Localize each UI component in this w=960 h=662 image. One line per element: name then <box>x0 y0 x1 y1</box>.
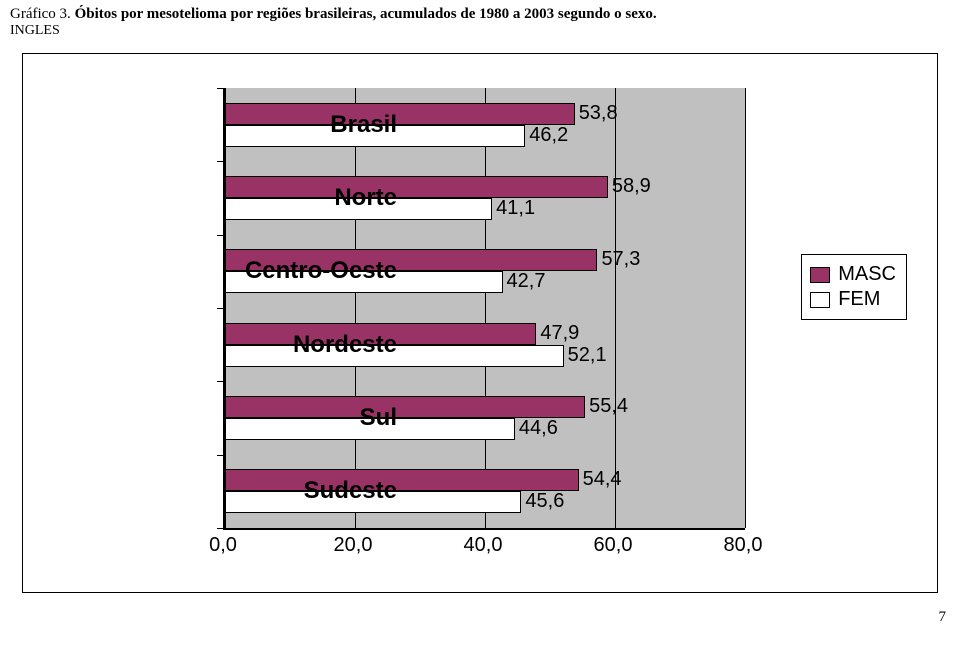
gridline <box>485 88 486 528</box>
figure-subcaption: INGLES <box>0 23 960 45</box>
gridline <box>355 88 356 528</box>
y-tick <box>217 88 225 89</box>
caption-lead: Gráfico 3. <box>10 6 71 22</box>
legend-item: FEM <box>810 288 896 311</box>
value-label-fem: 52,1 <box>568 344 607 367</box>
caption-text: Óbitos por mesotelioma por regiões brasi… <box>75 6 657 22</box>
plot-area: 53,8 46,2 58,9 41,1 57,3 42,7 47,952,1 55,4 44,6… <box>223 88 745 530</box>
gridline <box>745 88 746 528</box>
y-tick <box>217 381 225 382</box>
y-tick <box>217 308 225 309</box>
x-tick-label: 60,0 <box>594 534 633 557</box>
legend-swatch <box>810 292 830 308</box>
value-label-fem: 44,6 <box>519 417 558 440</box>
y-tick <box>217 528 225 529</box>
value-label-masc: 53,8 <box>579 102 618 125</box>
category-label: Centro-Oeste <box>217 257 397 285</box>
legend-item: MASC <box>810 263 896 286</box>
value-label-fem: 41,1 <box>496 197 535 220</box>
y-tick <box>217 161 225 162</box>
gridline <box>225 88 226 528</box>
category-label: Sul <box>217 404 397 432</box>
category-label: Nordeste <box>217 331 397 359</box>
figure-caption: Gráfico 3. Óbitos por mesotelioma por re… <box>0 0 960 23</box>
legend-swatch <box>810 267 830 283</box>
value-label-masc: 57,3 <box>601 248 640 271</box>
gridline <box>615 88 616 528</box>
y-tick <box>217 455 225 456</box>
value-label-masc: 55,4 <box>589 395 628 418</box>
y-tick <box>217 235 225 236</box>
x-tick-label: 40,0 <box>464 534 503 557</box>
page-number: 7 <box>0 605 960 634</box>
legend-label: MASC <box>838 263 896 286</box>
category-label: Sudeste <box>217 477 397 505</box>
value-label-masc: 54,4 <box>583 468 622 491</box>
value-label-fem: 42,7 <box>507 270 546 293</box>
x-tick-label: 80,0 <box>724 534 763 557</box>
category-label: Norte <box>217 184 397 212</box>
value-label-fem: 46,2 <box>529 124 568 147</box>
x-tick-label: 0,0 <box>209 534 237 557</box>
legend: MASCFEM <box>801 254 907 320</box>
value-label-fem: 45,6 <box>525 490 564 513</box>
value-label-masc: 47,9 <box>540 322 579 345</box>
value-label-masc: 58,9 <box>612 175 651 198</box>
chart-frame: 53,8 46,2 58,9 41,1 57,3 42,7 47,952,1 55,4 44,6… <box>22 53 938 593</box>
x-axis-labels: 0,020,040,060,080,0 <box>223 534 743 564</box>
x-tick-label: 20,0 <box>334 534 373 557</box>
legend-label: FEM <box>838 288 880 311</box>
category-label: Brasil <box>217 111 397 139</box>
